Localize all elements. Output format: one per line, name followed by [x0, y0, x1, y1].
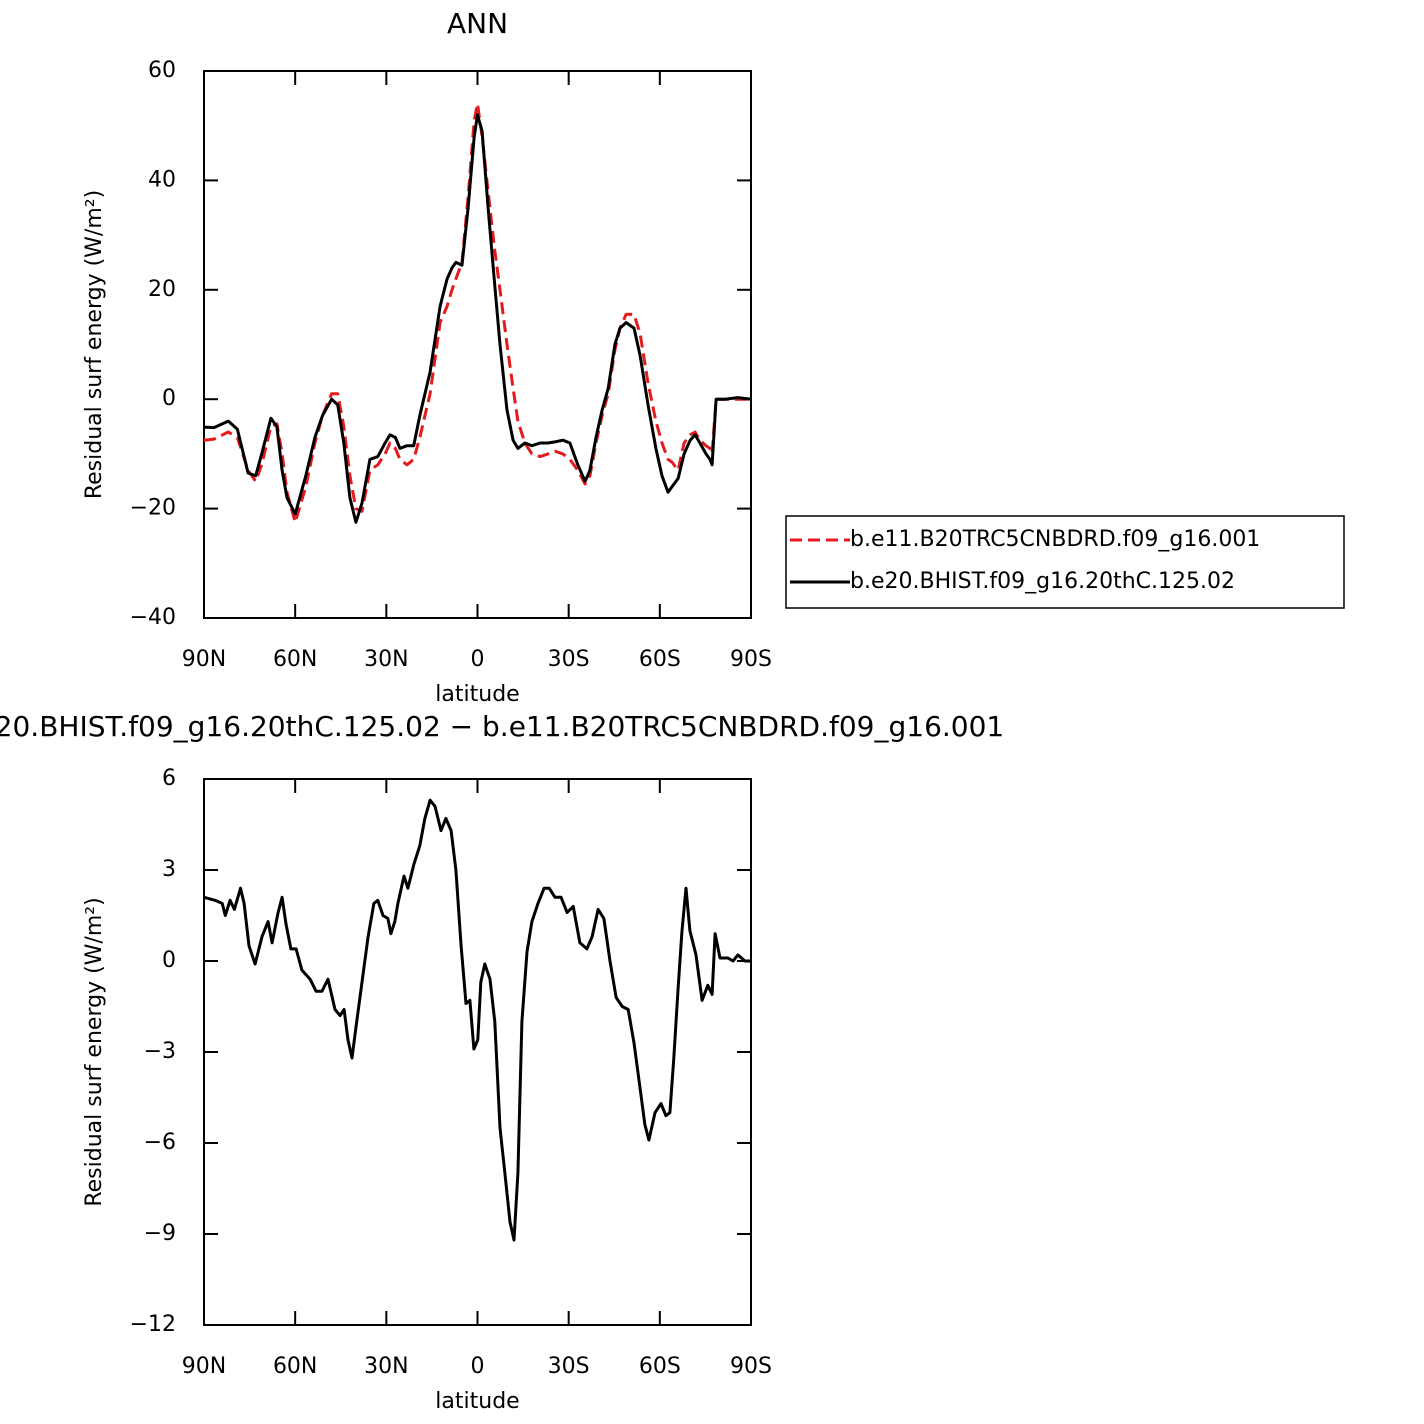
x-tick-label: 90N: [182, 647, 226, 672]
y-axis-label: Residual surf energy (W/m²): [82, 190, 107, 499]
chart-title: ANN: [447, 7, 508, 40]
y-tick-label: −12: [130, 1312, 176, 1337]
x-tick-label: 60N: [273, 647, 317, 672]
plot-frame: [203, 70, 752, 619]
y-tick-label: 40: [148, 167, 176, 192]
y-tick-label: −6: [144, 1130, 176, 1155]
x-tick-label: 90S: [730, 1354, 772, 1379]
y-tick-label: −3: [144, 1039, 176, 1064]
y-tick-label: 20: [148, 277, 176, 302]
x-tick-label: 90S: [730, 647, 772, 672]
y-tick-label: −20: [130, 496, 176, 521]
y-tick-label: −9: [144, 1221, 176, 1246]
x-tick-label: 30N: [364, 1354, 408, 1379]
y-tick-label: 0: [162, 386, 176, 411]
y-axis-label: Residual surf energy (W/m²): [82, 897, 107, 1206]
x-tick-label: 60N: [273, 1354, 317, 1379]
x-tick-label: 30S: [548, 1354, 590, 1379]
legend-box: [785, 515, 1345, 609]
legend-label: b.e20.BHIST.f09_g16.20thC.125.02: [850, 569, 1235, 594]
y-tick-label: 60: [148, 58, 176, 83]
chart-title: b.e20.BHIST.f09_g16.20thC.125.02 − b.e11…: [0, 710, 1004, 743]
x-tick-label: 90N: [182, 1354, 226, 1379]
x-tick-label: 0: [471, 647, 485, 672]
y-tick-label: 0: [162, 948, 176, 973]
y-tick-label: −40: [130, 605, 176, 630]
series-line: [203, 798, 751, 1242]
x-tick-label: 60S: [639, 1354, 681, 1379]
x-axis-label: latitude: [435, 1389, 519, 1414]
y-tick-label: 3: [162, 857, 176, 882]
x-tick-label: 60S: [639, 647, 681, 672]
series-line: [203, 102, 751, 524]
x-tick-label: 30N: [364, 647, 408, 672]
x-tick-label: 30S: [548, 647, 590, 672]
x-axis-label: latitude: [435, 682, 519, 707]
x-tick-label: 0: [471, 1354, 485, 1379]
y-tick-label: 6: [162, 766, 176, 791]
series-line: [203, 113, 752, 524]
plot-frame: [203, 778, 752, 1326]
legend-label: b.e11.B20TRC5CNBDRD.f09_g16.001: [850, 527, 1260, 552]
